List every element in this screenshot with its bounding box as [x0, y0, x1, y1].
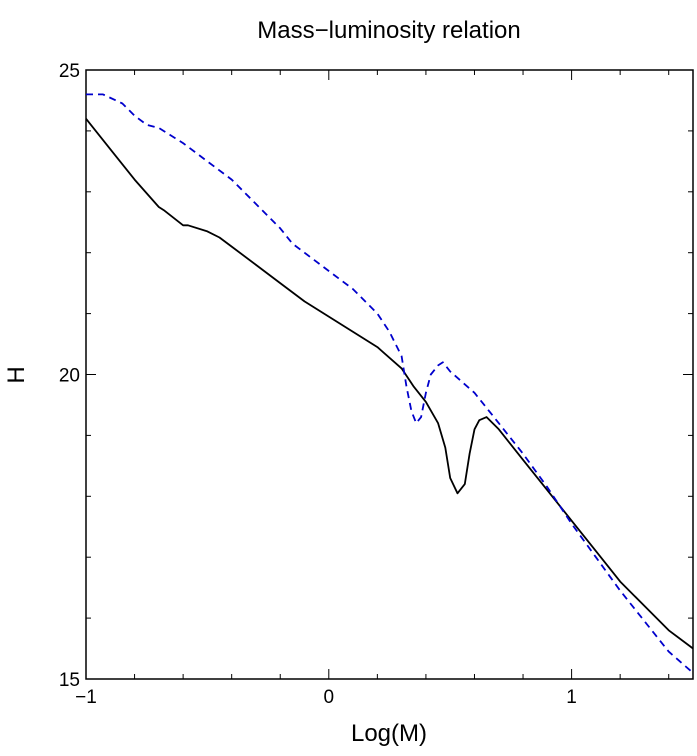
y-tick-label: 15 [59, 670, 80, 691]
x-tick-label: 0 [324, 687, 335, 708]
series-group [85, 93, 694, 674]
chart-title: Mass−luminosity relation [257, 17, 520, 44]
tick-labels: −1 0 1 15 20 25 [59, 61, 577, 708]
series-line-2 [86, 93, 694, 674]
x-tick-label: −1 [75, 687, 97, 708]
plot-frame [85, 69, 694, 680]
y-tick-label: 25 [59, 61, 80, 82]
x-tick-label: 1 [566, 687, 577, 708]
series-line-1 [85, 118, 694, 650]
y-tick-label: 20 [59, 366, 80, 387]
x-axis-label: Log(M) [351, 720, 427, 747]
y-axis-label: H [3, 366, 30, 383]
ticks [85, 69, 693, 680]
